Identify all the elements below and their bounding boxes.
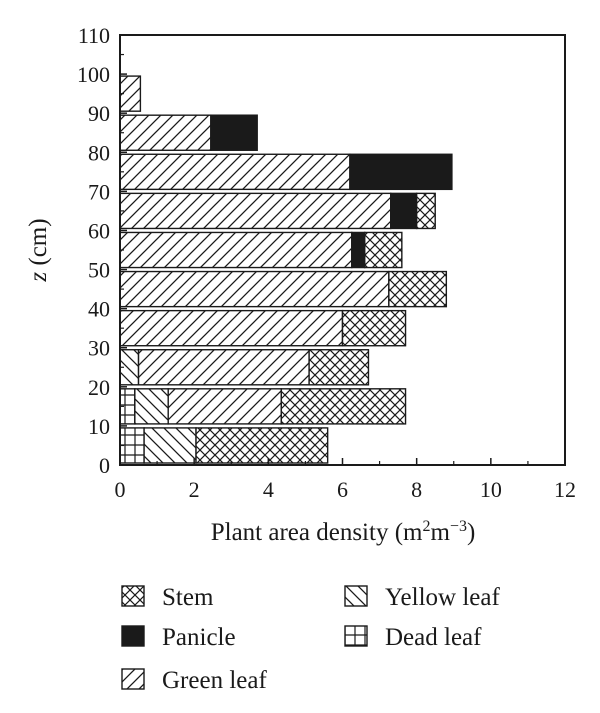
- y-tick-label: 100: [77, 62, 110, 87]
- y-tick-label: 60: [88, 218, 110, 243]
- bar-green-leaf-z50: [119, 231, 353, 269]
- bar-panicle-z70: [349, 153, 453, 191]
- legend: Stem Yellow leaf Panicle Dead leaf Green lea…: [121, 584, 500, 694]
- y-tick-label: 10: [88, 414, 110, 439]
- legend-swatch-panicle: [121, 625, 145, 647]
- legend-label-yellow-leaf: Yellow leaf: [385, 584, 500, 611]
- legend-swatch-yellow-leaf: [344, 585, 368, 607]
- x-tick-label: 4: [263, 477, 274, 502]
- y-tick-label: 40: [88, 297, 110, 322]
- legend-label-stem: Stem: [162, 584, 214, 611]
- bar-yellow-leaf-z0: [143, 427, 197, 464]
- bar-panicle-z60: [390, 192, 418, 230]
- y-tick-label: 20: [88, 375, 110, 400]
- x-tick-label: 0: [115, 477, 126, 502]
- bar-stem-z10: [280, 388, 407, 425]
- bars-layer: [119, 75, 453, 464]
- x-tick-label: 10: [480, 477, 502, 502]
- bar-green-leaf-z80: [119, 114, 212, 151]
- bar-green-leaf-z60: [119, 192, 392, 230]
- bar-stem-z0: [195, 427, 329, 464]
- bar-panicle-z80: [210, 114, 258, 151]
- y-axis: 0 10 20 30 40 50 60 70 80 90 100 110: [77, 23, 127, 478]
- y-tick-label: 50: [88, 258, 110, 283]
- bar-green-leaf-z10: [167, 388, 283, 425]
- legend-label-panicle: Panicle: [162, 624, 236, 651]
- legend-label-green-leaf: Green leaf: [162, 667, 267, 694]
- x-tick-label: 2: [189, 477, 200, 502]
- bar-stem-z50: [364, 231, 403, 269]
- x-axis-title: Plant area density (m2m−3): [211, 518, 476, 546]
- y-tick-label: 110: [78, 23, 110, 48]
- bar-green-leaf-z70: [119, 153, 351, 191]
- bar-yellow-leaf-z10: [134, 388, 169, 425]
- bar-green-leaf-z40: [119, 270, 390, 308]
- bar-green-leaf-z30: [119, 309, 344, 347]
- x-tick-label: 6: [337, 477, 348, 502]
- y-tick-label: 70: [88, 179, 110, 204]
- legend-label-dead-leaf: Dead leaf: [385, 624, 482, 651]
- bar-stem-z20: [308, 349, 370, 386]
- y-tick-label: 90: [88, 101, 110, 126]
- y-tick-label: 0: [99, 453, 110, 478]
- bar-green-leaf-z20: [137, 349, 310, 386]
- y-axis-title: z (cm): [25, 218, 52, 282]
- legend-swatch-green-leaf: [121, 668, 145, 690]
- legend-swatch-stem: [121, 585, 145, 607]
- legend-swatch-dead-leaf: [344, 625, 368, 647]
- y-tick-label: 80: [88, 140, 110, 165]
- bar-panicle-z50: [351, 231, 366, 269]
- bar-stem-z40: [388, 270, 448, 308]
- x-tick-label: 8: [411, 477, 422, 502]
- bar-stem-z60: [415, 192, 436, 230]
- x-tick-label: 12: [554, 477, 576, 502]
- x-axis: 0 2 4 6 8 10 12: [115, 458, 576, 502]
- y-tick-label: 30: [88, 336, 110, 361]
- bar-stem-z30: [341, 309, 407, 347]
